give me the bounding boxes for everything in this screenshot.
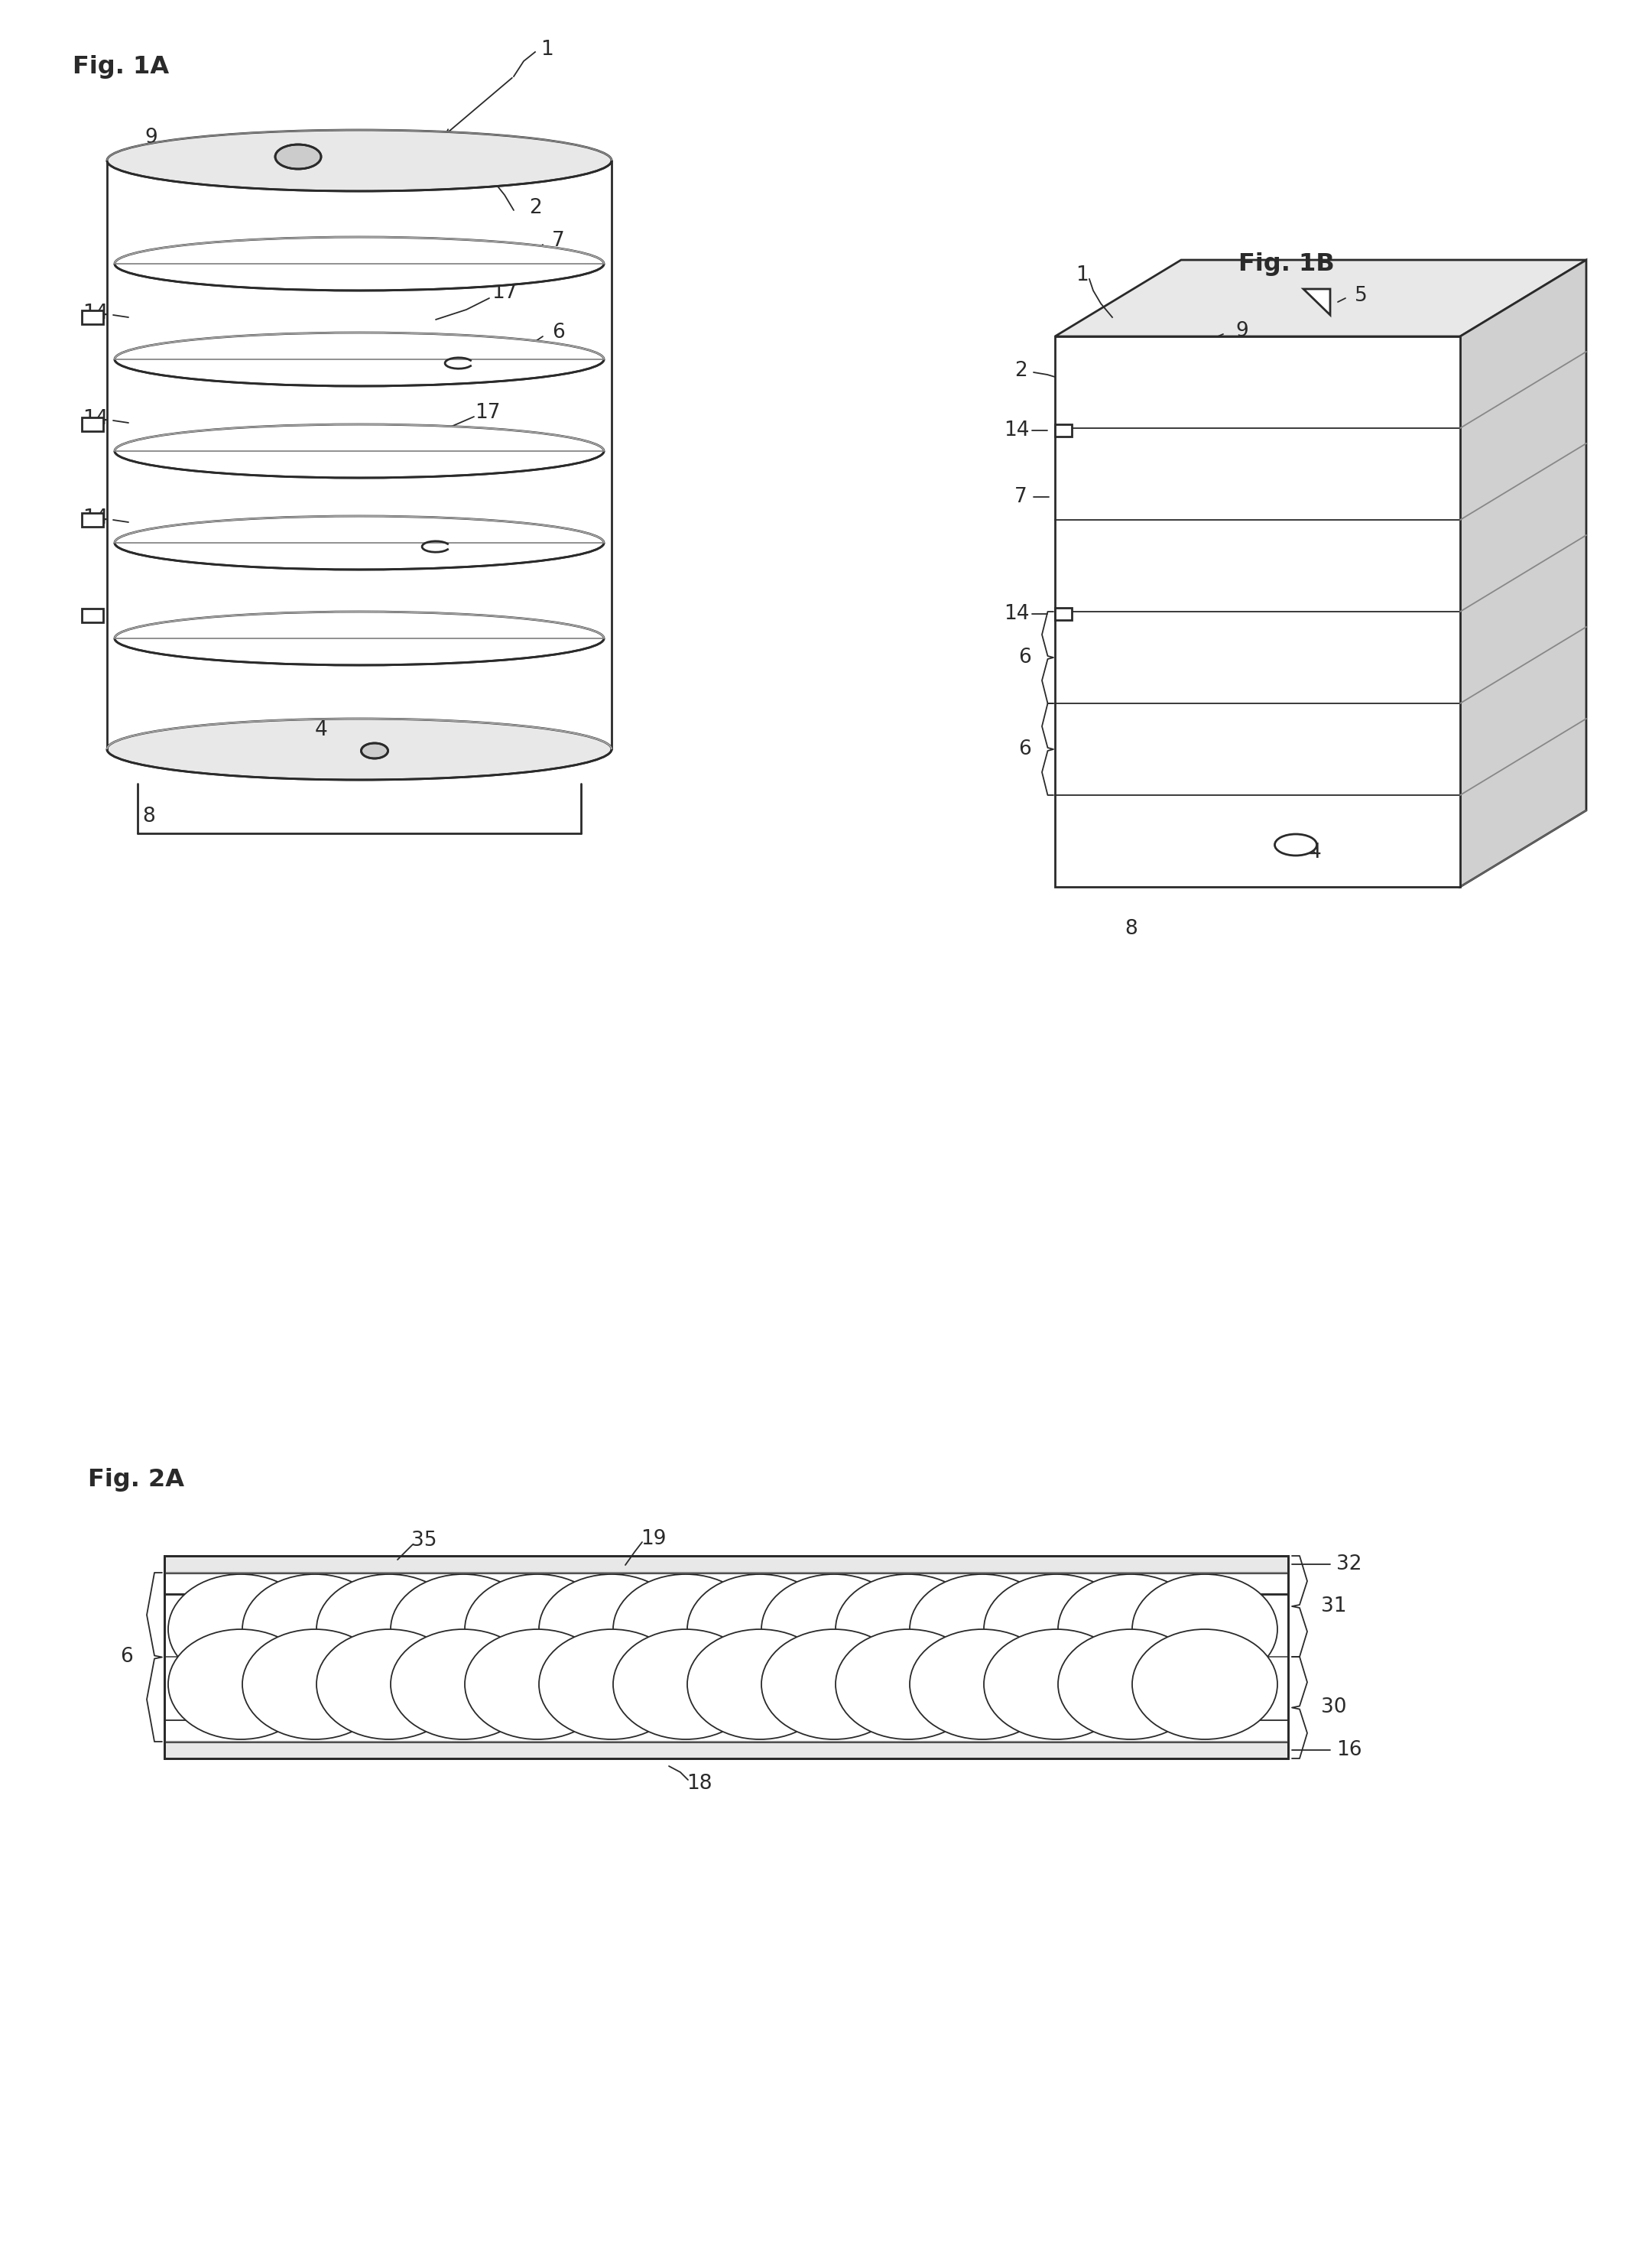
Ellipse shape xyxy=(985,1575,1128,1684)
Text: 5: 5 xyxy=(392,149,405,170)
Ellipse shape xyxy=(687,1575,833,1684)
Text: 14: 14 xyxy=(83,303,109,323)
Text: 1: 1 xyxy=(540,41,553,59)
Text: 4: 4 xyxy=(1308,843,1322,863)
Ellipse shape xyxy=(114,237,605,292)
Ellipse shape xyxy=(464,1575,610,1684)
Ellipse shape xyxy=(1275,834,1317,857)
Bar xyxy=(83,310,102,323)
Text: Fig. 1A: Fig. 1A xyxy=(73,54,169,79)
Text: 6: 6 xyxy=(552,438,565,457)
Ellipse shape xyxy=(317,1575,463,1684)
Ellipse shape xyxy=(613,1629,758,1740)
Bar xyxy=(83,513,102,527)
Polygon shape xyxy=(1303,289,1330,314)
Ellipse shape xyxy=(114,612,605,664)
Ellipse shape xyxy=(910,1629,1056,1740)
Ellipse shape xyxy=(276,145,320,170)
Ellipse shape xyxy=(1132,1629,1277,1740)
Ellipse shape xyxy=(1132,1575,1277,1684)
Text: 14: 14 xyxy=(1004,603,1029,624)
Text: 5: 5 xyxy=(1355,287,1368,305)
Ellipse shape xyxy=(243,1575,388,1684)
Text: 9: 9 xyxy=(145,127,157,147)
Ellipse shape xyxy=(539,1575,684,1684)
Polygon shape xyxy=(1460,260,1586,886)
Bar xyxy=(1056,337,1460,886)
Ellipse shape xyxy=(613,1575,758,1684)
Bar xyxy=(164,1555,1289,1573)
Text: 4: 4 xyxy=(314,721,327,739)
Text: Fig. 1B: Fig. 1B xyxy=(1239,253,1335,276)
Ellipse shape xyxy=(114,425,605,477)
Text: 31: 31 xyxy=(1322,1596,1346,1616)
Text: 9: 9 xyxy=(1236,321,1249,341)
Text: 17: 17 xyxy=(492,282,517,303)
Ellipse shape xyxy=(762,1629,907,1740)
Text: 7: 7 xyxy=(1014,486,1028,506)
Ellipse shape xyxy=(107,131,611,192)
Ellipse shape xyxy=(169,1575,314,1684)
Text: Fig. 2A: Fig. 2A xyxy=(88,1469,185,1492)
Ellipse shape xyxy=(114,515,605,570)
Text: 30: 30 xyxy=(1322,1697,1346,1718)
Ellipse shape xyxy=(836,1629,981,1740)
Text: 1: 1 xyxy=(1075,264,1089,285)
Ellipse shape xyxy=(985,1629,1128,1740)
Ellipse shape xyxy=(1057,1575,1203,1684)
Bar xyxy=(164,1573,1289,1593)
Ellipse shape xyxy=(464,1629,610,1740)
Text: 14: 14 xyxy=(83,508,109,529)
Ellipse shape xyxy=(836,1575,981,1684)
Text: 6: 6 xyxy=(1018,649,1031,667)
Ellipse shape xyxy=(317,1629,463,1740)
Ellipse shape xyxy=(687,1629,833,1740)
Ellipse shape xyxy=(762,1575,907,1684)
Text: 32: 32 xyxy=(1336,1555,1363,1575)
Text: 6: 6 xyxy=(552,323,565,344)
Bar xyxy=(83,608,102,622)
Ellipse shape xyxy=(169,1629,314,1740)
Text: 16: 16 xyxy=(1336,1740,1363,1761)
Bar xyxy=(164,1742,1289,1758)
Ellipse shape xyxy=(390,1629,535,1740)
Text: 14: 14 xyxy=(83,409,109,429)
Text: 2: 2 xyxy=(529,199,542,217)
Ellipse shape xyxy=(114,332,605,386)
Ellipse shape xyxy=(107,719,611,780)
Polygon shape xyxy=(1056,260,1586,337)
Text: 7: 7 xyxy=(552,231,565,251)
Text: 19: 19 xyxy=(641,1530,666,1548)
Ellipse shape xyxy=(362,744,388,759)
Text: 8: 8 xyxy=(142,807,155,827)
Text: 2: 2 xyxy=(1014,362,1028,380)
Ellipse shape xyxy=(390,1575,535,1684)
Text: 8: 8 xyxy=(1125,920,1138,938)
Bar xyxy=(164,1555,1289,1573)
Text: 6: 6 xyxy=(119,1648,132,1666)
Bar xyxy=(1056,608,1072,619)
Ellipse shape xyxy=(243,1629,388,1740)
Bar xyxy=(164,1742,1289,1758)
Text: 18: 18 xyxy=(687,1774,712,1794)
Text: 14: 14 xyxy=(1004,420,1029,441)
Text: 17: 17 xyxy=(474,402,501,423)
Bar xyxy=(1056,425,1072,436)
Bar xyxy=(83,418,102,432)
Ellipse shape xyxy=(1057,1629,1203,1740)
Text: 35: 35 xyxy=(411,1530,438,1550)
Ellipse shape xyxy=(910,1575,1056,1684)
Ellipse shape xyxy=(539,1629,684,1740)
Text: 6: 6 xyxy=(1018,739,1031,759)
